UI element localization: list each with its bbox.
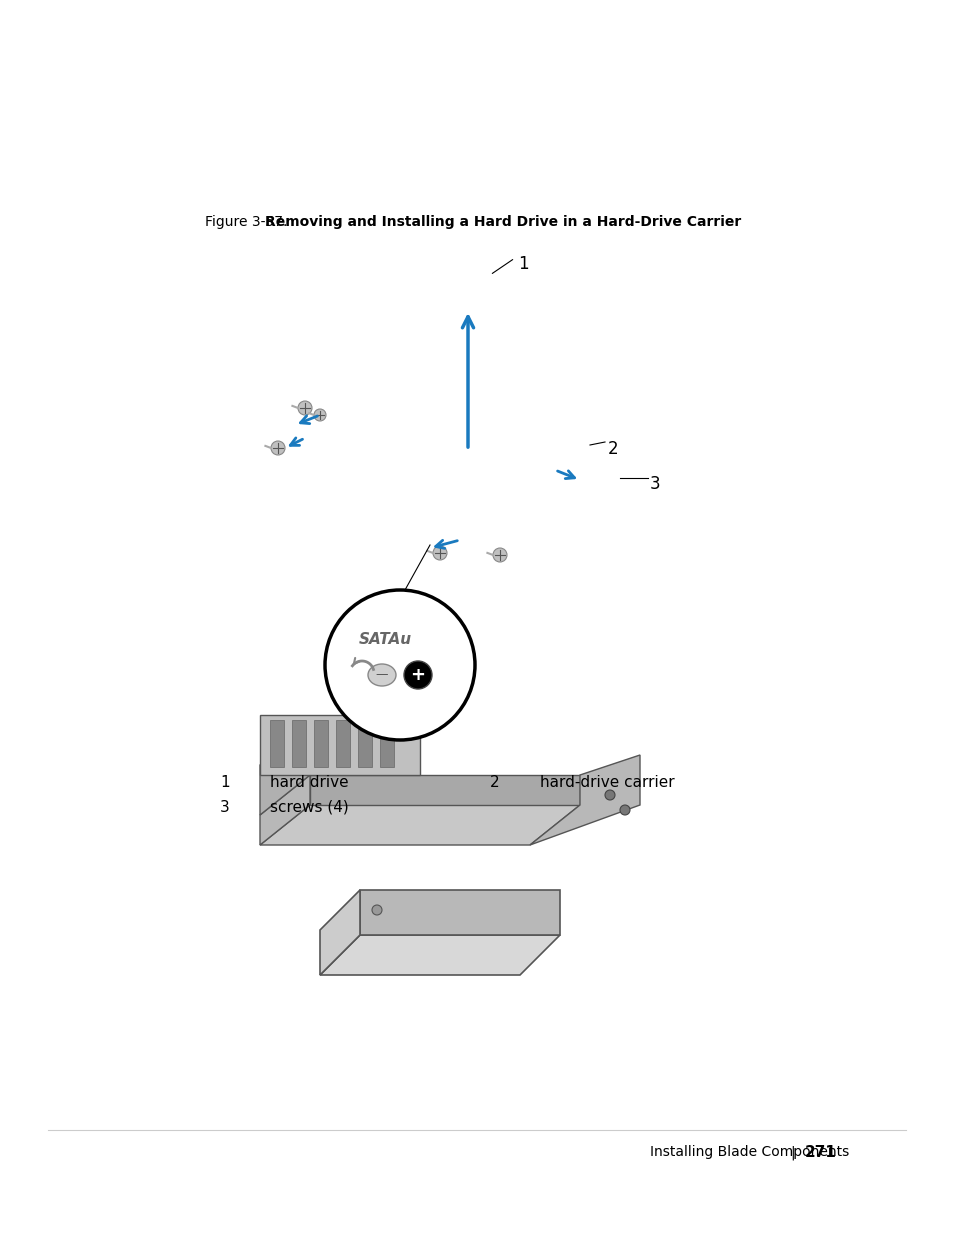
Polygon shape — [260, 715, 419, 776]
Polygon shape — [319, 935, 559, 974]
Text: 3: 3 — [649, 475, 659, 493]
Text: Installing Blade Components: Installing Blade Components — [649, 1145, 848, 1158]
Circle shape — [325, 590, 475, 740]
Text: screws (4): screws (4) — [270, 800, 349, 815]
Circle shape — [372, 905, 381, 915]
Text: Figure 3-57.: Figure 3-57. — [205, 215, 295, 228]
Text: hard drive: hard drive — [270, 776, 348, 790]
Text: |: | — [789, 1145, 794, 1160]
Polygon shape — [314, 720, 328, 767]
Text: 1: 1 — [517, 254, 528, 273]
Polygon shape — [319, 890, 359, 974]
Text: 3: 3 — [220, 800, 230, 815]
Circle shape — [493, 548, 506, 562]
Circle shape — [314, 409, 326, 421]
Circle shape — [403, 661, 432, 689]
Polygon shape — [335, 720, 350, 767]
Polygon shape — [260, 805, 579, 845]
Text: SATAu: SATAu — [358, 632, 411, 647]
Text: hard-drive carrier: hard-drive carrier — [539, 776, 674, 790]
Polygon shape — [357, 720, 372, 767]
Polygon shape — [260, 776, 310, 845]
Polygon shape — [292, 720, 306, 767]
Circle shape — [604, 790, 615, 800]
Text: 1: 1 — [220, 776, 230, 790]
Text: —: — — [375, 668, 388, 682]
Circle shape — [297, 401, 312, 415]
Polygon shape — [260, 725, 310, 815]
Polygon shape — [359, 890, 559, 935]
Text: 2: 2 — [607, 440, 618, 458]
Polygon shape — [530, 755, 639, 845]
Circle shape — [619, 805, 629, 815]
Polygon shape — [310, 776, 579, 805]
Polygon shape — [270, 720, 284, 767]
Text: 271: 271 — [804, 1145, 836, 1160]
Polygon shape — [379, 720, 394, 767]
Text: Removing and Installing a Hard Drive in a Hard-Drive Carrier: Removing and Installing a Hard Drive in … — [265, 215, 740, 228]
Text: +: + — [410, 666, 425, 684]
Circle shape — [433, 546, 447, 559]
Ellipse shape — [368, 664, 395, 685]
Text: 2: 2 — [490, 776, 499, 790]
Circle shape — [271, 441, 285, 454]
